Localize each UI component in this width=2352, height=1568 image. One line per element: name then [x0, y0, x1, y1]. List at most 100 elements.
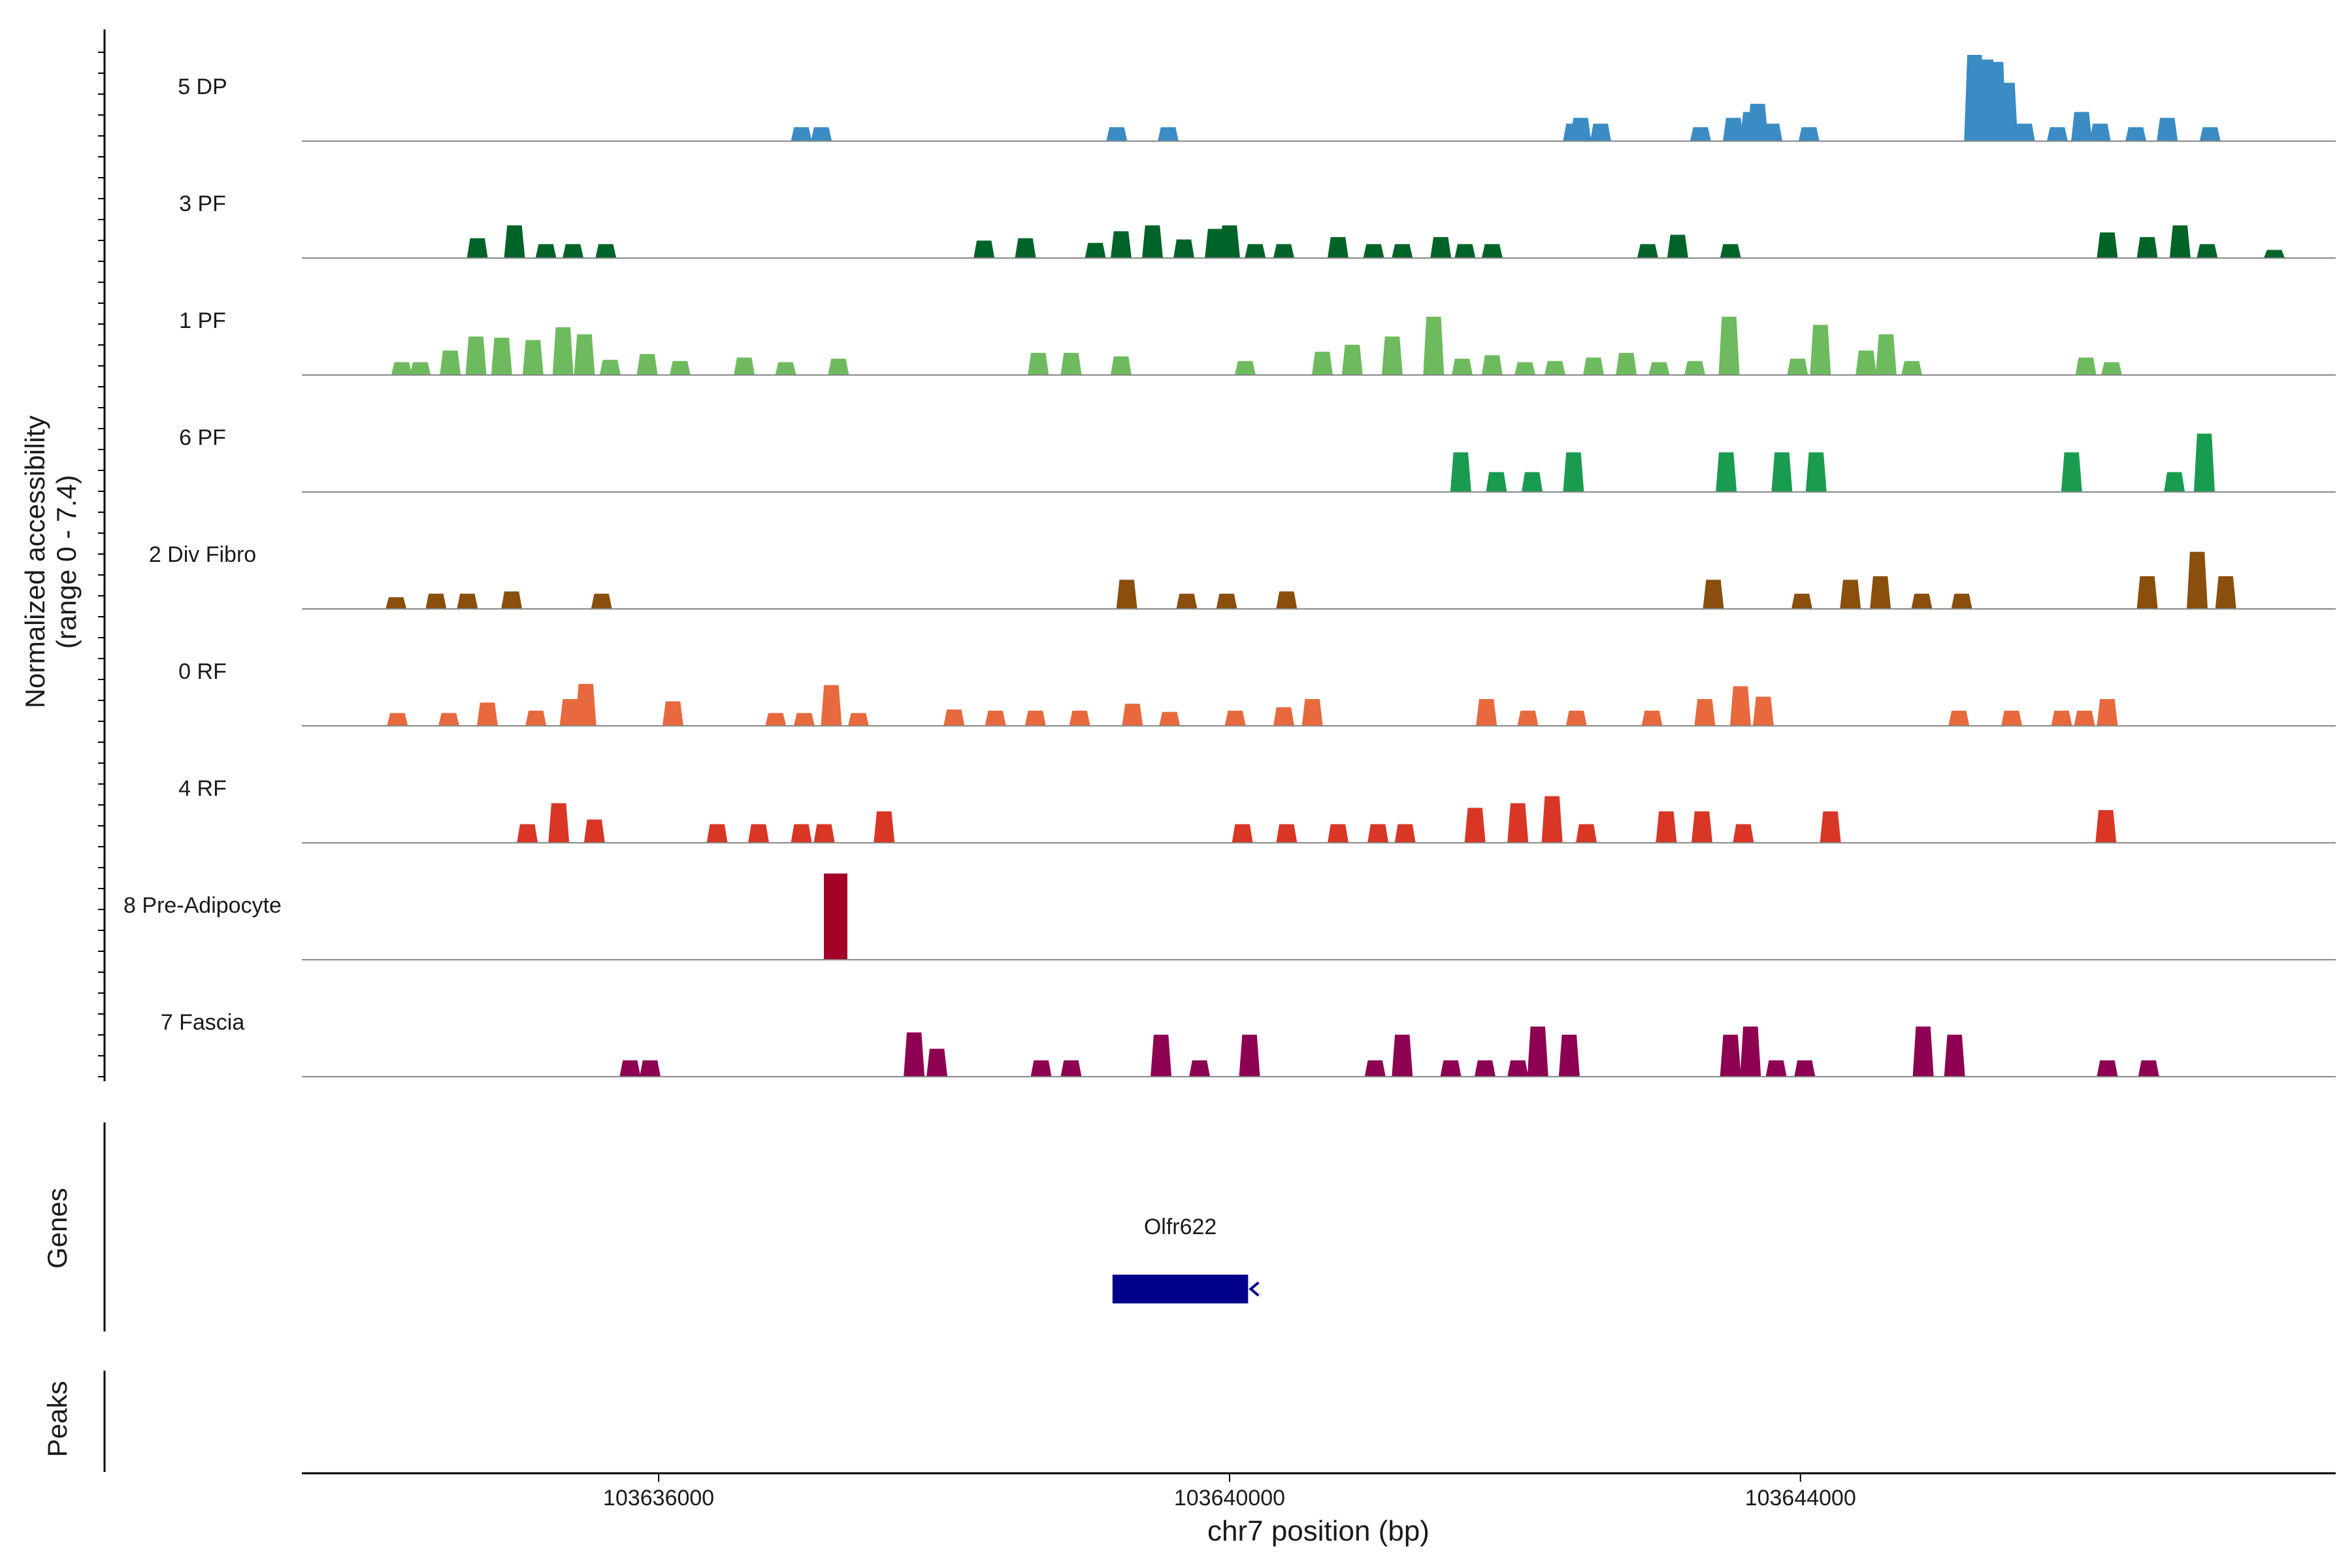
- peak: [813, 824, 835, 843]
- peak: [1239, 1034, 1260, 1077]
- peak: [2101, 362, 2123, 375]
- peak: [1440, 1060, 1462, 1077]
- track-0-rf: 0 RF: [178, 659, 2336, 727]
- peak: [1367, 824, 1389, 843]
- peak: [619, 1060, 641, 1077]
- peak: [1997, 82, 2018, 141]
- track-8-pre-adipocyte: 8 Pre-Adipocyte: [123, 874, 2336, 960]
- peak: [425, 593, 447, 609]
- peak: [1791, 593, 1812, 609]
- peak: [1690, 127, 1711, 141]
- peak: [1481, 355, 1503, 375]
- peak: [1703, 580, 1724, 609]
- peak: [1085, 242, 1106, 258]
- gene-body: [1112, 1275, 1249, 1303]
- peak: [410, 362, 431, 375]
- peak: [504, 225, 525, 258]
- peak: [1951, 593, 1972, 609]
- peak: [2051, 710, 2072, 726]
- peak: [943, 710, 965, 726]
- peak: [1392, 1034, 1413, 1077]
- peak: [1141, 225, 1163, 258]
- peak: [1015, 238, 1036, 258]
- track-label-5-dp: 5 DP: [178, 74, 227, 99]
- peak: [1563, 452, 1584, 492]
- peak: [1382, 336, 1403, 375]
- peak: [734, 357, 755, 375]
- peak: [559, 698, 581, 726]
- peak: [552, 327, 574, 375]
- peak: [1232, 824, 1253, 843]
- peak: [440, 350, 461, 375]
- peak: [1423, 316, 1445, 375]
- peak: [1060, 1060, 1082, 1077]
- peak: [2197, 244, 2218, 258]
- peak: [2089, 123, 2111, 141]
- peak: [1805, 452, 1827, 492]
- x-axis-title: chr7 position (bp): [1207, 1515, 1429, 1547]
- peak: [1641, 710, 1663, 726]
- peak: [1110, 356, 1132, 375]
- peak: [2199, 127, 2221, 141]
- peak: [1430, 237, 1452, 258]
- peak: [748, 824, 770, 843]
- peak: [874, 811, 895, 843]
- peak: [1276, 591, 1298, 609]
- peak: [1464, 808, 1486, 843]
- peak: [1912, 1026, 1934, 1077]
- peak: [1301, 698, 1323, 726]
- peak: [1648, 362, 1670, 375]
- peak: [640, 1060, 661, 1077]
- peak: [1583, 357, 1605, 375]
- peak: [828, 359, 849, 375]
- peak: [2138, 1060, 2159, 1077]
- peak: [575, 683, 596, 726]
- peak: [1224, 710, 1246, 726]
- peak: [1507, 803, 1529, 843]
- peak: [1218, 225, 1240, 258]
- peak: [1216, 593, 1237, 609]
- peak: [1158, 127, 1179, 141]
- peak: [476, 702, 498, 726]
- peak: [2047, 127, 2068, 141]
- peak: [1450, 452, 1471, 492]
- peak: [1840, 580, 1861, 609]
- x-tick-label: 103636000: [603, 1486, 714, 1511]
- peak: [2074, 710, 2095, 726]
- peak: [466, 238, 488, 258]
- peak: [1030, 1060, 1052, 1077]
- peak: [2187, 551, 2208, 609]
- y-axis-title: Normalized accessibility (range 0 - 7.4): [20, 416, 82, 708]
- peak: [1667, 235, 1688, 258]
- peak: [2157, 118, 2178, 141]
- peak: [1189, 1060, 1211, 1077]
- peak: [1570, 118, 1592, 141]
- peak: [1870, 576, 1891, 609]
- peak: [1901, 361, 1923, 375]
- peak: [1944, 1034, 1965, 1077]
- peak: [517, 824, 538, 843]
- track-label-2-div-fibro: 2 Div Fibro: [149, 542, 256, 567]
- track-label-6-pf: 6 PF: [179, 425, 226, 450]
- peak: [824, 874, 848, 960]
- peak: [1363, 244, 1384, 258]
- peak: [1069, 710, 1090, 726]
- peak: [1765, 1060, 1787, 1077]
- peak: [1028, 353, 1049, 375]
- peak: [391, 362, 412, 375]
- peak: [2097, 1060, 2118, 1077]
- track-7-fascia: 7 Fascia: [161, 1010, 2336, 1077]
- peak: [2097, 698, 2118, 726]
- peak: [501, 591, 523, 609]
- peak: [599, 359, 621, 375]
- peak: [985, 710, 1006, 726]
- peak: [457, 593, 478, 609]
- peak: [1911, 593, 1933, 609]
- peak: [1481, 244, 1503, 258]
- peak: [2014, 123, 2035, 141]
- peak: [595, 244, 617, 258]
- peak: [1875, 334, 1897, 375]
- peak: [1716, 452, 1737, 492]
- peak: [1720, 244, 1741, 258]
- peak: [2061, 452, 2082, 492]
